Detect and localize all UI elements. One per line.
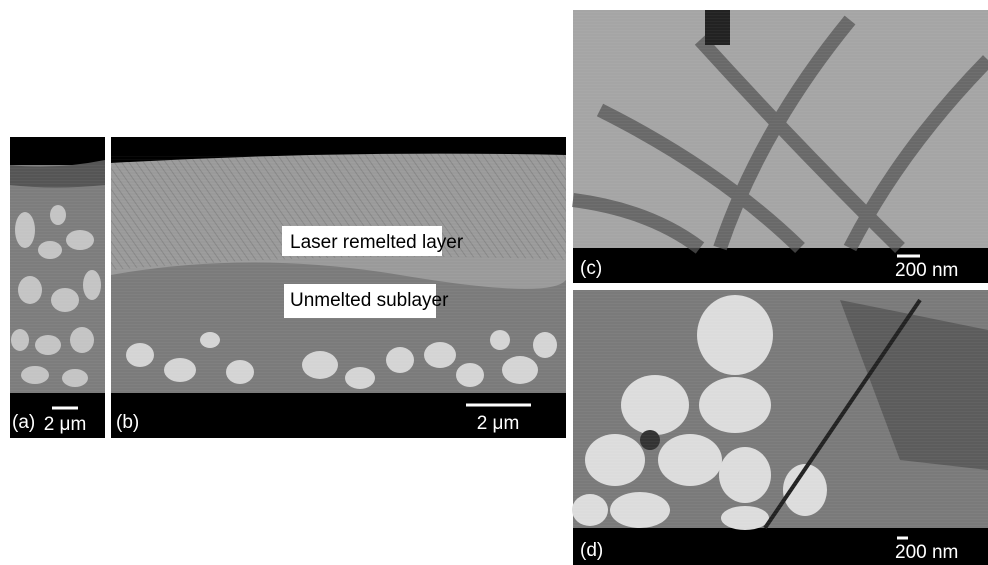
scale-bar-label: 200 nm	[895, 260, 958, 281]
panel-label: (d)	[580, 540, 603, 561]
panel-label: (b)	[116, 412, 139, 433]
scan-lines	[573, 290, 988, 528]
scan-lines	[573, 10, 988, 248]
panel-c: (c) 200 nm	[573, 10, 988, 283]
panel-b: Laser remelted layer Unmelted sublayer (…	[111, 137, 566, 438]
panel-label: (a)	[12, 412, 35, 433]
scan-lines	[111, 155, 566, 393]
scale-bar-label: 2 μm	[477, 413, 520, 434]
panel-a: (a) 2 μm	[10, 137, 105, 438]
scan-lines	[10, 165, 105, 393]
annotation: Laser remelted layer	[290, 232, 464, 253]
scale-bar-label: 200 nm	[895, 542, 958, 563]
scale-bar-label: 2 μm	[44, 414, 87, 435]
figure: (a) 2 μm Laser remelted layer Unmelted s…	[0, 0, 988, 565]
page: (a) 2 μm Laser remelted layer Unmelted s…	[0, 0, 988, 565]
panel-label: (c)	[580, 258, 602, 279]
panel-d: (d) 200 nm	[572, 290, 988, 565]
annotation: Unmelted sublayer	[290, 290, 449, 311]
